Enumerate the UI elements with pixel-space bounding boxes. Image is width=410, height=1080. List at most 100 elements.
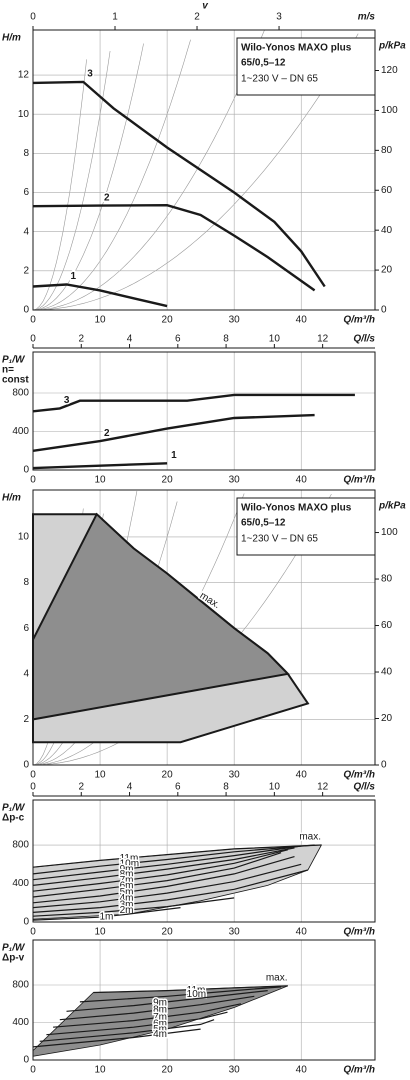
y-axis-label: H/m bbox=[2, 33, 21, 44]
curve bbox=[32, 844, 322, 868]
curve bbox=[32, 852, 282, 898]
curve-label: 3 bbox=[87, 69, 93, 80]
curve bbox=[32, 847, 295, 886]
x-tick-label: 20 bbox=[162, 927, 174, 938]
v-tick-label: 2 bbox=[194, 12, 200, 23]
v-axis-unit: m/s bbox=[358, 12, 376, 23]
flow-axis-label: Q/l/s bbox=[353, 334, 375, 345]
system-curve bbox=[32, 39, 191, 311]
plot-frame bbox=[32, 939, 376, 1061]
curve bbox=[32, 80, 326, 288]
curve-label: 9m bbox=[153, 998, 167, 1009]
y-tick-label: 4 bbox=[23, 668, 29, 679]
y-axis-label: const bbox=[2, 375, 29, 386]
x-tick-label: 0 bbox=[30, 315, 36, 326]
x-tick-label: 0 bbox=[30, 927, 36, 938]
v-axis-label: v bbox=[202, 1, 209, 12]
y2-tick-label: 100 bbox=[381, 105, 398, 116]
y-tick-label: 800 bbox=[12, 840, 29, 851]
y-tick-label: 0 bbox=[23, 760, 29, 771]
title-box bbox=[236, 497, 376, 556]
curve bbox=[93, 985, 288, 994]
x-tick-label: 40 bbox=[296, 927, 308, 938]
y-tick-label: 0 bbox=[23, 917, 29, 928]
x-tick-label: 30 bbox=[229, 1065, 241, 1076]
flow-tick-label: 10 bbox=[269, 334, 281, 345]
curve-label: 6m bbox=[153, 1019, 167, 1030]
system-curve bbox=[32, 59, 87, 311]
curve bbox=[32, 203, 316, 292]
x-tick-label: 40 bbox=[296, 315, 308, 326]
flow-tick-label: 4 bbox=[127, 334, 133, 345]
y-tick-label: 8 bbox=[23, 577, 29, 588]
flow-tick-label: 6 bbox=[175, 782, 181, 793]
curve-label: 1 bbox=[171, 450, 177, 461]
curve-label: 3m bbox=[120, 899, 134, 910]
x-tick-label: 20 bbox=[162, 315, 174, 326]
v-tick-label: 0 bbox=[30, 12, 36, 23]
flow-tick-label: 2 bbox=[78, 782, 84, 793]
flow-tick-label: 2 bbox=[78, 334, 84, 345]
curve-label: 4m bbox=[153, 1029, 167, 1040]
system-curve bbox=[32, 50, 111, 311]
curve-label: 4m bbox=[120, 893, 134, 904]
y-tick-label: 12 bbox=[18, 70, 30, 81]
y-tick-label: 800 bbox=[12, 980, 29, 991]
y-tick-label: 0 bbox=[23, 465, 29, 476]
y-tick-label: 0 bbox=[23, 1055, 29, 1066]
flow-tick-label: 4 bbox=[127, 782, 133, 793]
x-tick-label: 40 bbox=[296, 1065, 308, 1076]
y-tick-label: 2 bbox=[23, 714, 29, 725]
curve-label: 8m bbox=[120, 869, 134, 880]
y-tick-label: 400 bbox=[12, 426, 29, 437]
curve bbox=[32, 844, 315, 875]
curve-label: 1 bbox=[71, 271, 77, 282]
y2-tick-label: 0 bbox=[381, 305, 387, 316]
curve bbox=[32, 863, 302, 909]
x-axis-label: Q/m³/h bbox=[343, 315, 375, 326]
curve bbox=[32, 897, 235, 917]
y2-axis-label: p/kPa bbox=[378, 41, 406, 52]
curve-label: 9m bbox=[120, 864, 134, 875]
x-tick-label: 20 bbox=[162, 1065, 174, 1076]
y2-tick-label: 20 bbox=[381, 265, 393, 276]
y-tick-label: 10 bbox=[18, 109, 30, 120]
x-tick-label: 10 bbox=[94, 770, 106, 781]
v-tick-label: 3 bbox=[276, 12, 282, 23]
system-curve bbox=[32, 30, 265, 311]
curve bbox=[32, 849, 288, 892]
y-tick-label: 400 bbox=[12, 878, 29, 889]
y2-tick-label: 60 bbox=[381, 185, 393, 196]
annotation: max. bbox=[299, 832, 321, 843]
y2-tick-label: 40 bbox=[381, 667, 393, 678]
x-tick-label: 10 bbox=[94, 315, 106, 326]
flow-tick-label: 6 bbox=[175, 334, 181, 345]
curve bbox=[79, 986, 282, 1003]
flow-axis-label: Q/l/s bbox=[353, 782, 375, 793]
flow-tick-label: 10 bbox=[269, 782, 281, 793]
curve-label: 1m bbox=[99, 911, 113, 922]
x-tick-label: 40 bbox=[296, 475, 308, 486]
curve bbox=[46, 1011, 228, 1036]
y2-tick-label: 0 bbox=[381, 760, 387, 771]
y-axis-label: P₁/W bbox=[2, 355, 26, 366]
y-axis-label: H/m bbox=[2, 493, 21, 504]
curve bbox=[39, 1019, 215, 1042]
x-tick-label: 30 bbox=[229, 475, 241, 486]
flow-tick-label: 12 bbox=[317, 334, 329, 345]
y-axis-label: P₁/W bbox=[2, 803, 26, 814]
curve bbox=[66, 990, 268, 1012]
y2-axis-label: p/kPa bbox=[378, 501, 406, 512]
x-tick-label: 40 bbox=[296, 770, 308, 781]
x-tick-label: 10 bbox=[94, 475, 106, 486]
flow-tick-label: 8 bbox=[223, 782, 229, 793]
curve-label: 7m bbox=[153, 1012, 167, 1023]
y2-tick-label: 20 bbox=[381, 713, 393, 724]
y-axis-label: n= bbox=[2, 365, 14, 376]
plot-frame bbox=[32, 29, 376, 311]
y2-tick-label: 120 bbox=[381, 65, 398, 76]
y2-tick-label: 40 bbox=[381, 225, 393, 236]
curve bbox=[32, 413, 315, 452]
curve-label: 7m bbox=[120, 875, 134, 886]
